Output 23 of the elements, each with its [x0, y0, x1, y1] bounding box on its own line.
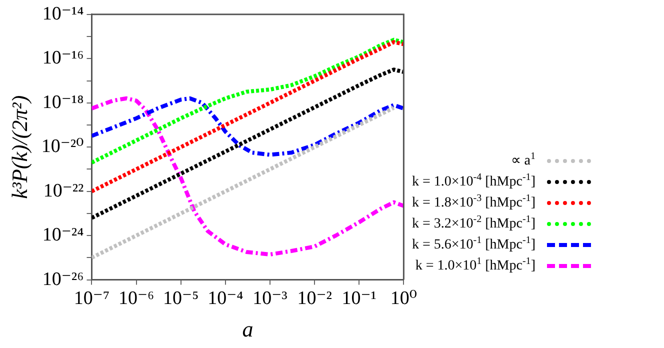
legend-label: k = 1.8×10$^{-3}$ [hMpc$^{-1}$] — [412, 193, 536, 212]
x-tick-label: 10⁻⁷ — [74, 288, 110, 310]
x-tick-label: 10⁻⁴ — [208, 288, 244, 310]
y-axis-title: k³P(k)/(2π²) — [6, 95, 32, 199]
y-tick-label: 10⁻²⁶ — [42, 268, 84, 290]
x-tick-label: 10⁻⁶ — [118, 288, 154, 310]
legend-label: k = 1.0×10$^{-4}$ [hMpc$^{-1}$] — [412, 172, 536, 191]
legend-label: k = 1.0×10$^{1}$ [hMpc$^{-1}$] — [415, 256, 536, 275]
y-tick-label: 10⁻²² — [43, 180, 84, 202]
y-tick-label: 10⁻¹⁴ — [42, 3, 84, 24]
legend-label: k = 3.2×10$^{-2}$ [hMpc$^{-1}$] — [412, 214, 536, 233]
y-tick-label: 10⁻¹⁶ — [42, 48, 84, 69]
y-tick-label: 10⁻²⁴ — [42, 224, 84, 246]
legend-label: ∝ a$^{1}$ — [510, 151, 536, 170]
x-tick-label: 10⁰ — [390, 288, 418, 310]
y-tick-label: 10⁻¹⁸ — [42, 92, 84, 113]
x-axis-title: a — [242, 316, 254, 342]
x-tick-label: 10⁻³ — [252, 288, 288, 310]
legend-label: k = 5.6×10$^{-1}$ [hMpc$^{-1}$] — [412, 235, 536, 254]
x-tick-label: 10⁻⁵ — [163, 288, 199, 310]
y-tick-label: 10⁻²⁰ — [41, 136, 84, 158]
x-tick-label: 10⁻¹ — [342, 288, 377, 310]
x-tick-label: 10⁻² — [297, 288, 332, 310]
